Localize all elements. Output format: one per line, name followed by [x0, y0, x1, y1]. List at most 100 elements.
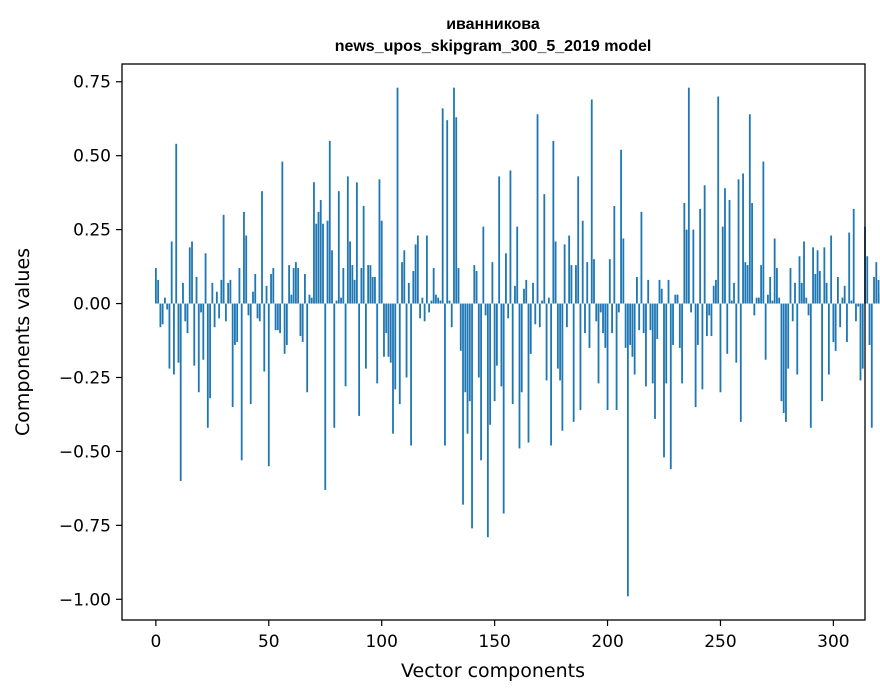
bar-241	[699, 208, 702, 304]
bar-265	[753, 303, 756, 316]
bar-77	[328, 140, 331, 304]
bar-126	[439, 300, 442, 304]
bar-238	[692, 229, 695, 304]
bar-132	[453, 87, 455, 304]
bar-89	[355, 182, 358, 304]
bar-310	[855, 303, 857, 322]
y-tick-label: −0.75	[59, 516, 111, 536]
bar-8	[173, 303, 175, 375]
bar-246	[710, 303, 713, 337]
bar-27	[215, 291, 218, 304]
bar-92	[362, 205, 365, 304]
bar-48	[263, 303, 266, 372]
bar-74	[322, 223, 324, 304]
bar-60	[290, 294, 293, 304]
bar-62	[294, 262, 297, 304]
bar-270	[764, 303, 767, 360]
bar-116	[416, 235, 419, 304]
bar-291	[812, 247, 814, 304]
bar-20	[200, 303, 202, 313]
bar-57	[283, 303, 286, 354]
bar-217	[645, 303, 647, 387]
bar-155	[505, 253, 507, 304]
bar-302	[837, 276, 839, 304]
y-tick-label: 0.00	[73, 295, 111, 315]
bar-103	[387, 303, 390, 357]
x-axis-ticks: 0 50 100 150 200 250 300	[150, 620, 850, 652]
bar-282	[791, 303, 794, 322]
bar-38	[240, 303, 243, 461]
bar-230	[674, 294, 677, 304]
bar-284	[796, 303, 799, 375]
bar-197	[599, 303, 602, 313]
y-tick-label: 0.50	[73, 147, 111, 167]
bar-58	[285, 303, 288, 345]
bar-211	[631, 303, 634, 357]
bar-115	[414, 244, 417, 304]
bar-5	[166, 303, 169, 310]
bar-244	[706, 303, 708, 337]
bar-56	[281, 161, 284, 304]
bar-53	[274, 303, 277, 331]
bar-1	[157, 279, 160, 304]
x-tick-label: 50	[258, 632, 280, 652]
bar-158	[511, 303, 514, 405]
bar-110	[403, 250, 406, 304]
y-tick-label: 0.75	[73, 73, 111, 93]
bar-204	[615, 303, 618, 411]
bar-214	[638, 303, 641, 331]
bar-198	[602, 303, 604, 334]
bar-47	[261, 191, 263, 304]
bar-83	[342, 268, 345, 304]
bar-32	[227, 282, 230, 304]
bar-157	[509, 170, 512, 304]
bar-55	[279, 303, 281, 334]
bar-145	[482, 226, 485, 304]
bar-243	[703, 185, 706, 304]
bar-82	[340, 297, 342, 304]
bar-196	[597, 303, 600, 384]
bar-73	[319, 200, 322, 304]
bar-19	[197, 303, 200, 393]
bar-51	[270, 273, 272, 304]
bar-23	[206, 303, 209, 428]
bar-295	[821, 303, 823, 402]
bar-193	[590, 99, 593, 304]
bar-236	[687, 87, 690, 304]
bar-276	[778, 297, 781, 304]
bar-315	[866, 256, 869, 304]
bar-278	[782, 303, 785, 413]
bar-220	[651, 303, 654, 384]
bar-172	[543, 194, 546, 304]
bar-212	[633, 303, 636, 375]
bar-93	[365, 303, 367, 369]
bar-279	[785, 303, 787, 422]
bar-209	[626, 303, 629, 597]
bar-263	[748, 114, 751, 304]
bar-300	[832, 303, 835, 342]
bar-274	[773, 238, 776, 304]
bar-199	[604, 303, 607, 348]
bar-94	[367, 265, 370, 304]
x-tick-label: 200	[591, 632, 623, 652]
bar-275	[776, 268, 778, 304]
bar-118	[421, 297, 424, 304]
bars-group	[154, 87, 880, 597]
bar-30	[222, 214, 225, 304]
chart-subtitle: news_upos_skipgram_300_5_2019 model	[335, 38, 652, 55]
bar-192	[588, 303, 591, 348]
bar-215	[640, 211, 643, 304]
bar-28	[218, 303, 221, 319]
bar-183	[568, 235, 571, 304]
bar-59	[288, 265, 291, 304]
bar-70	[313, 182, 315, 304]
bar-176	[552, 140, 555, 304]
bar-272	[769, 276, 772, 304]
bar-283	[794, 282, 796, 304]
bar-3	[161, 303, 164, 325]
bar-29	[220, 279, 223, 304]
bar-174	[547, 297, 550, 304]
bar-298	[827, 303, 830, 375]
bar-187	[577, 176, 580, 304]
x-axis-label: Vector components	[401, 660, 585, 682]
